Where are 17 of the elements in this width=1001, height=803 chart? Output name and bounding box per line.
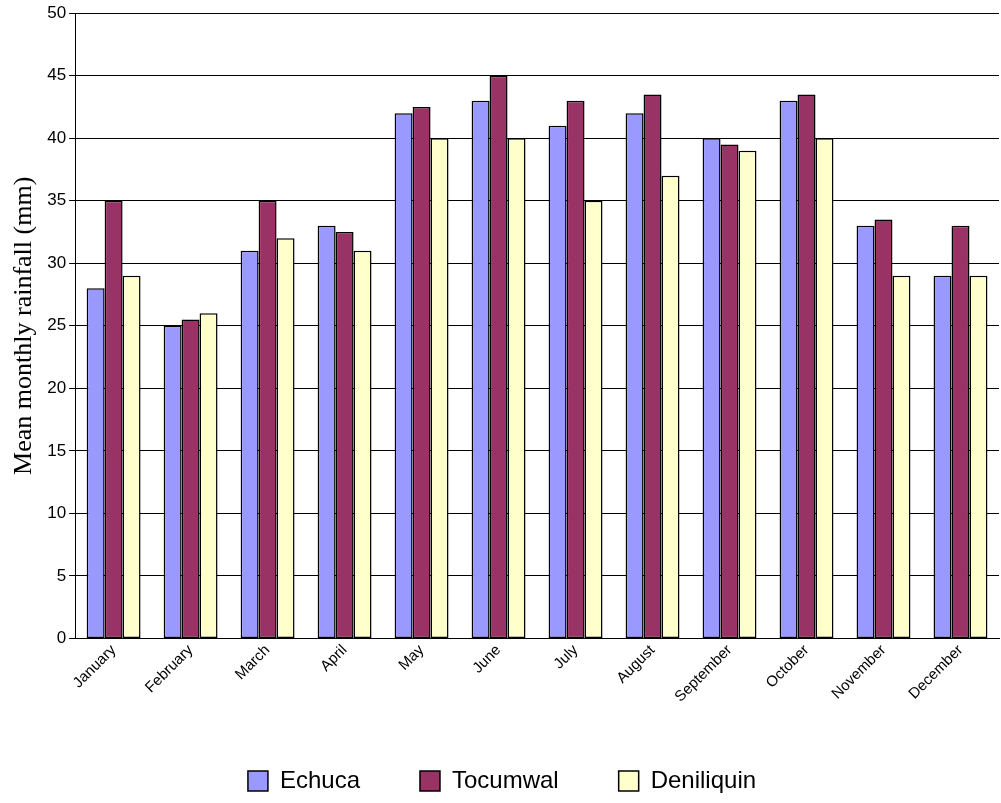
y-tick-label: 40: [47, 127, 67, 147]
y-tick-label: 35: [47, 190, 67, 210]
y-tick-label: 0: [56, 628, 67, 648]
y-tick-label: 50: [47, 2, 67, 22]
legend-label: Tocumwal: [451, 765, 559, 793]
y-tick-label: 20: [47, 378, 67, 397]
y-tick-label: 45: [47, 65, 67, 85]
legend-label: Echuca: [279, 765, 361, 793]
y-tick-label: 15: [47, 440, 67, 460]
x-tick-label: July: [549, 640, 581, 672]
legend-label: Deniliquin: [650, 765, 757, 793]
y-tick-label: 25: [47, 315, 67, 335]
y-axis-title: Mean monthly rainfall (mm): [8, 176, 38, 475]
y-tick-label: 30: [47, 252, 67, 272]
x-tick-label: May: [394, 640, 427, 673]
y-tick-label: 10: [47, 503, 67, 523]
y-tick-label: 5: [56, 565, 67, 585]
